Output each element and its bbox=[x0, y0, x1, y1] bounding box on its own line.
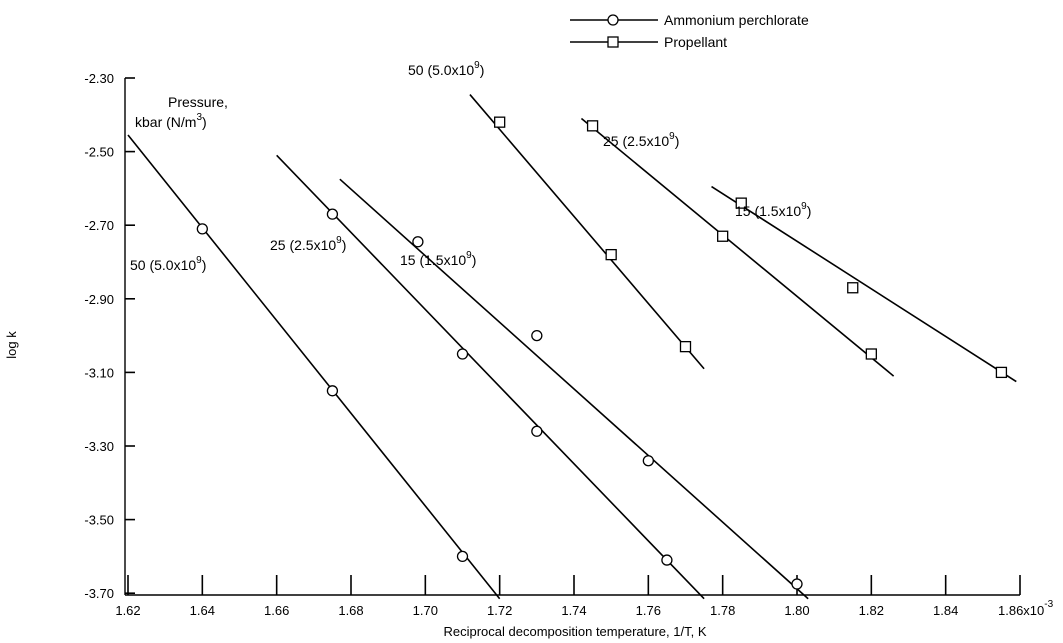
pressure-label: 50 (5.0x109) bbox=[408, 60, 484, 78]
y-tick-label: -2.90 bbox=[84, 292, 114, 307]
annotations: 50 (5.0x109) 25 (2.5x109) 15 (1.5x109) 50 (… bbox=[130, 60, 811, 273]
fit-line bbox=[711, 185, 1017, 383]
legend-marker-circle bbox=[607, 14, 619, 26]
data-point-square bbox=[679, 340, 692, 353]
pressure-label: 25 (2.5x109) bbox=[603, 131, 679, 149]
data-point-circle bbox=[791, 578, 803, 590]
legend-label: Ammonium perchlorate bbox=[664, 12, 809, 28]
pressure-label: 25 (2.5x109) bbox=[270, 235, 346, 253]
x-tick-label: 1.72 bbox=[487, 603, 512, 618]
x-tick-label: 1.68 bbox=[338, 603, 363, 618]
legend: Ammonium perchlorate Propellant bbox=[570, 12, 809, 50]
x-tick-label: 1.80 bbox=[784, 603, 809, 618]
data-point-square bbox=[847, 282, 859, 294]
pressure-header-line2: kbar (N/m3) bbox=[135, 112, 207, 130]
data-point-square bbox=[865, 348, 877, 360]
fit-line bbox=[580, 117, 895, 377]
y-tick-label: -2.30 bbox=[84, 71, 114, 86]
pressure-label: 50 (5.0x109) bbox=[130, 255, 206, 273]
pressure-label: 15 (1.5x109) bbox=[735, 201, 811, 219]
x-tick-label: 1.62 bbox=[115, 603, 140, 618]
fit-line bbox=[127, 134, 501, 600]
fit-line bbox=[339, 178, 809, 600]
data-point-circle bbox=[456, 550, 469, 563]
y-tick-label: -2.50 bbox=[84, 145, 114, 160]
x-tick-label: 1.82 bbox=[859, 603, 884, 618]
pressure-label: 15 (1.5x109) bbox=[400, 250, 476, 268]
y-tick-label: -3.30 bbox=[84, 439, 114, 454]
data-point-circle bbox=[196, 223, 208, 235]
data-point-circle bbox=[326, 208, 339, 220]
data-point-square bbox=[717, 230, 729, 242]
x-axis-title: Reciprocal decomposition temperature, 1/… bbox=[443, 624, 706, 639]
legend-marker-square bbox=[607, 36, 619, 48]
data-point-circle bbox=[661, 554, 673, 566]
data-point-circle bbox=[531, 329, 543, 342]
x-tick-label: 1.84 bbox=[933, 603, 958, 618]
y-tick-label: -2.70 bbox=[84, 218, 114, 233]
fit-line bbox=[469, 94, 705, 370]
data-markers bbox=[196, 116, 1008, 590]
y-axis-title: log k bbox=[4, 331, 19, 359]
pressure-header-line1: Pressure, bbox=[168, 94, 228, 110]
x-tick-label: 1.74 bbox=[561, 603, 586, 618]
fit-line bbox=[276, 154, 705, 600]
data-point-circle bbox=[326, 385, 339, 397]
x-tick-label: 1.70 bbox=[413, 603, 438, 618]
data-point-circle bbox=[642, 455, 654, 467]
data-point-square bbox=[494, 116, 506, 128]
data-point-square bbox=[605, 248, 617, 261]
data-point-square bbox=[735, 197, 747, 209]
data-point-circle bbox=[412, 236, 424, 248]
y-tick-label: -3.70 bbox=[84, 586, 114, 601]
x-tick-label: 1.76 bbox=[636, 603, 661, 618]
y-tick-label: -3.50 bbox=[84, 513, 114, 528]
data-point-circle bbox=[531, 425, 543, 437]
data-point-circle bbox=[456, 348, 469, 360]
axes: -2.30 -2.50 -2.70 -2.90 -3.10 -3.30 -3.50 -3.70… bbox=[4, 71, 1054, 639]
data-point-square bbox=[586, 120, 599, 132]
fit-lines bbox=[127, 94, 1017, 600]
x-tick-label: 1.86x10-3 bbox=[998, 599, 1054, 618]
x-tick-label: 1.64 bbox=[190, 603, 215, 618]
y-tick-label: -3.10 bbox=[84, 365, 114, 380]
x-tick-label: 1.78 bbox=[710, 603, 735, 618]
legend-label: Propellant bbox=[664, 34, 727, 50]
x-tick-label: 1.66 bbox=[264, 603, 289, 618]
data-point-square bbox=[995, 366, 1008, 379]
